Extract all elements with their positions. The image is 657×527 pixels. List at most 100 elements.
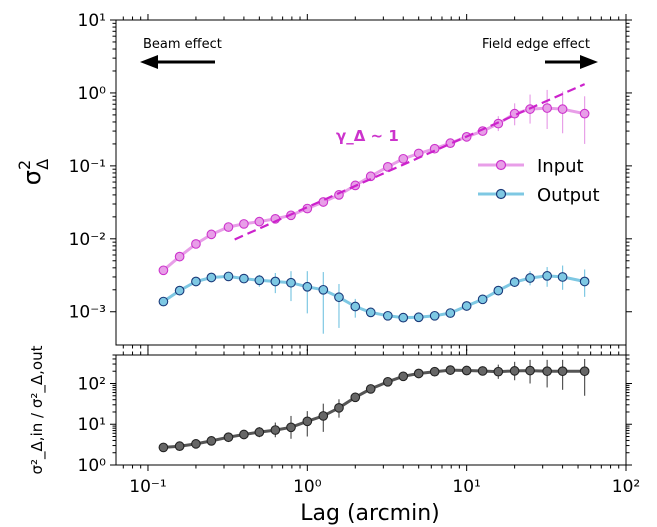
ratio-point bbox=[191, 439, 201, 449]
output-point bbox=[206, 272, 217, 283]
beam-effect-label: Beam effect bbox=[143, 37, 222, 52]
output-point bbox=[413, 312, 424, 323]
top-axis-ticks: 10⁻³ 10⁻² 10⁻¹ 10⁰ 10¹ bbox=[69, 11, 632, 351]
ratio-point bbox=[477, 366, 488, 376]
slope-fit-line bbox=[234, 83, 586, 241]
y-tick-label: 10⁰ bbox=[78, 84, 107, 104]
ratio-point bbox=[557, 366, 568, 377]
ratio-point bbox=[365, 384, 376, 394]
output-point bbox=[477, 294, 488, 305]
y-tick-label: 10¹ bbox=[78, 11, 106, 31]
output-point bbox=[525, 273, 535, 283]
top-plot-frame bbox=[115, 19, 627, 346]
ratio-point bbox=[206, 436, 217, 446]
output-point bbox=[429, 310, 440, 321]
input-point bbox=[445, 138, 456, 148]
input-point bbox=[239, 219, 249, 229]
input-point bbox=[579, 108, 590, 119]
ratio-point bbox=[350, 392, 361, 403]
input-point bbox=[542, 103, 552, 113]
right-arrow-icon bbox=[545, 55, 598, 69]
input-point bbox=[382, 161, 393, 172]
y-tick-label: 10⁰ bbox=[78, 456, 107, 476]
bottom-panel: 10⁻¹ 10⁰ 10¹ 10² 10⁰ 10¹ 10² σ²_Δ,in / σ²_Δ,ou… bbox=[28, 345, 640, 526]
ratio-point bbox=[334, 402, 344, 413]
ratio-point bbox=[493, 366, 504, 377]
output-point bbox=[461, 301, 472, 311]
y-tick-label: 10² bbox=[78, 374, 106, 394]
ratio-point bbox=[270, 425, 281, 435]
input-point bbox=[398, 153, 409, 164]
ratio-point bbox=[223, 432, 234, 443]
output-point bbox=[254, 275, 265, 286]
ratio-point bbox=[461, 365, 472, 376]
output-point bbox=[398, 312, 409, 323]
output-point bbox=[579, 276, 590, 287]
legend-output-label: Output bbox=[537, 185, 600, 206]
output-point bbox=[158, 296, 169, 307]
output-point bbox=[302, 281, 313, 292]
input-point bbox=[365, 171, 376, 182]
ratio-point bbox=[174, 441, 185, 452]
legend-entry-output: Output bbox=[478, 185, 600, 206]
legend-input-label: Input bbox=[537, 156, 584, 177]
y-tick-label: 10⁻³ bbox=[69, 303, 106, 323]
ratio-point bbox=[509, 366, 520, 376]
output-point bbox=[493, 285, 504, 296]
bottom-y-axis-label: σ²_Δ,in / σ²_Δ,out bbox=[28, 345, 47, 474]
output-point bbox=[174, 285, 185, 296]
input-point bbox=[158, 265, 169, 276]
output-point bbox=[350, 301, 361, 312]
ratio-point bbox=[382, 376, 393, 387]
output-point bbox=[365, 307, 376, 318]
ratio-point bbox=[542, 366, 552, 377]
input-point bbox=[191, 239, 201, 249]
output-point bbox=[318, 284, 329, 295]
input-point bbox=[223, 222, 234, 232]
x-axis-label: Lag (arcmin) bbox=[300, 501, 440, 526]
x-tick-label: 10² bbox=[612, 477, 640, 497]
output-point bbox=[286, 277, 296, 288]
output-point bbox=[557, 272, 568, 282]
x-tick-label: 10¹ bbox=[452, 477, 480, 497]
field-edge-effect-label: Field edge effect bbox=[482, 37, 590, 52]
ratio-point bbox=[158, 442, 169, 453]
ratio-point bbox=[579, 366, 590, 377]
legend: Input Output bbox=[478, 156, 600, 206]
bottom-plot-frame bbox=[115, 354, 627, 466]
x-tick-label: 10⁻¹ bbox=[129, 477, 166, 497]
ratio-point bbox=[445, 365, 456, 375]
y-tick-label: 10⁻² bbox=[69, 230, 106, 250]
bottom-axis-ticks: 10⁻¹ 10⁰ 10¹ 10² 10⁰ 10¹ 10² bbox=[78, 349, 640, 497]
y-tick-label: 10⁻¹ bbox=[69, 157, 106, 177]
output-point bbox=[382, 310, 393, 321]
output-point bbox=[270, 276, 281, 287]
input-point bbox=[254, 216, 265, 227]
input-point bbox=[206, 229, 217, 240]
input-point bbox=[174, 251, 185, 262]
input-point bbox=[557, 104, 568, 114]
bottom-series-points bbox=[158, 365, 590, 453]
ratio-point bbox=[239, 429, 249, 440]
output-point bbox=[191, 276, 201, 287]
ratio-point bbox=[525, 365, 535, 376]
output-point bbox=[223, 271, 234, 282]
x-tick-label: 10⁰ bbox=[293, 477, 322, 497]
ratio-point bbox=[398, 371, 409, 382]
left-arrow-icon bbox=[140, 55, 215, 69]
ratio-point bbox=[318, 411, 329, 421]
output-point bbox=[334, 292, 344, 303]
output-point bbox=[445, 308, 456, 318]
ratio-point bbox=[254, 427, 265, 437]
output-point bbox=[239, 273, 249, 284]
ratio-point bbox=[286, 422, 296, 433]
slope-annotation: γ_Δ ~ 1 bbox=[336, 127, 399, 145]
ratio-point bbox=[413, 368, 424, 379]
top-y-axis-label: σ2Δ bbox=[15, 159, 52, 185]
output-point bbox=[509, 277, 520, 287]
top-panel: 10⁻³ 10⁻² 10⁻¹ 10⁰ 10¹ σ2Δ Beam effect Field… bbox=[15, 11, 632, 351]
ratio-point bbox=[302, 416, 313, 427]
output-point bbox=[542, 271, 552, 281]
ratio-point bbox=[429, 366, 440, 377]
